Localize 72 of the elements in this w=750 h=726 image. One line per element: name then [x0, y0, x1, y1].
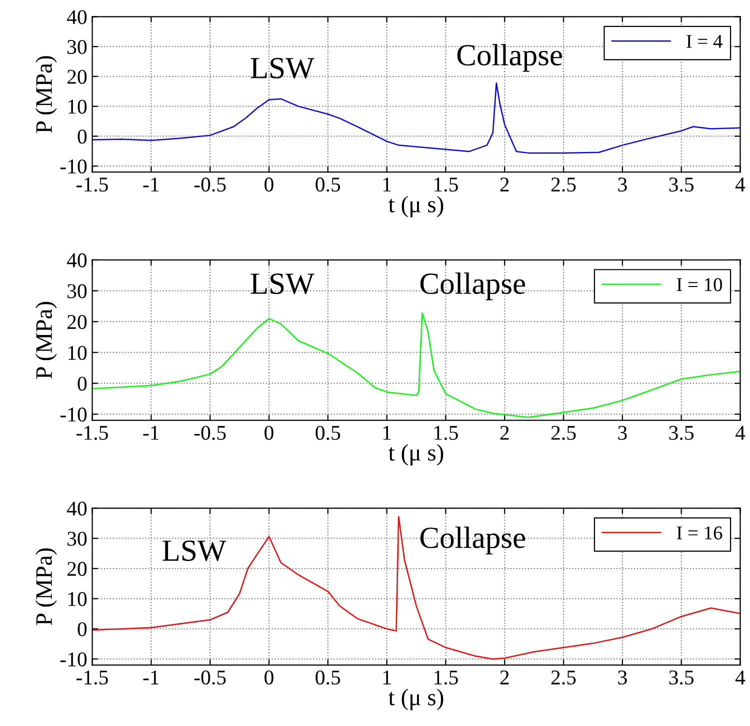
legend-label: I = 10 — [676, 278, 722, 292]
annotation: LSW — [162, 540, 226, 562]
y-tick-label: 20 — [67, 314, 87, 330]
y-tick-label: 10 — [68, 592, 87, 606]
x-tick-label: 2 — [500, 670, 509, 684]
x-tick-label: 0 — [264, 178, 274, 192]
legend-label: I = 4 — [686, 35, 722, 48]
y-axis-title: P (MPa) — [35, 56, 57, 133]
annotation: LSW — [250, 58, 314, 79]
y-tick-label: 30 — [68, 40, 87, 54]
x-tick-label: -1.5 — [76, 670, 108, 685]
x-tick-label: 0.5 — [316, 670, 340, 685]
x-tick-label: -1.5 — [76, 426, 108, 440]
y-tick-label: 30 — [68, 532, 87, 546]
x-tick-label: 3.5 — [669, 670, 694, 685]
y-tick-label: 0 — [78, 130, 87, 144]
x-tick-label: 4 — [735, 426, 746, 440]
x-tick-label: 1 — [383, 426, 391, 440]
y-tick-label: 0 — [78, 622, 87, 636]
x-tick-label: 1 — [383, 178, 391, 192]
y-tick-label: 20 — [67, 562, 87, 576]
x-tick-label: -1 — [143, 670, 159, 684]
x-tick-label: 4 — [735, 670, 746, 684]
x-tick-label: -0.5 — [194, 178, 226, 192]
x-tick-label: 2.5 — [551, 426, 576, 440]
x-tick-label: 2 — [500, 178, 509, 192]
y-tick-label: 30 — [68, 284, 87, 298]
y-tick-label: 0 — [78, 376, 87, 391]
x-tick-label: 3 — [618, 426, 627, 440]
x-tick-label: 3 — [618, 178, 627, 192]
x-tick-label: 2 — [500, 426, 509, 440]
x-tick-label: 1.5 — [434, 670, 458, 685]
x-tick-label: 0 — [264, 670, 274, 685]
line-series — [92, 82, 740, 154]
x-tick-label: 4 — [735, 178, 746, 192]
y-axis-title: P (MPa) — [35, 302, 57, 379]
y-tick-label: 40 — [66, 10, 87, 24]
x-tick-label: 1 — [383, 670, 391, 684]
x-axis-title: t (μ s) — [388, 688, 444, 710]
x-tick-label: 0.5 — [316, 426, 340, 440]
y-tick-label: -10 — [60, 408, 87, 422]
y-axis-title: P (MPa) — [35, 548, 57, 626]
line-series — [92, 516, 740, 660]
y-tick-label: 40 — [66, 253, 87, 268]
x-tick-label: 2.5 — [551, 178, 576, 192]
annotation: LSW — [250, 273, 314, 294]
annotation: Collapse — [420, 272, 526, 300]
y-tick-label: -10 — [60, 652, 87, 666]
y-tick-label: 20 — [67, 70, 87, 84]
x-tick-label: -1 — [143, 426, 159, 440]
annotation: Collapse — [457, 44, 562, 72]
x-tick-label: 3.5 — [669, 426, 694, 440]
y-tick-label: 10 — [68, 346, 87, 360]
x-tick-label: -0.5 — [194, 426, 226, 440]
y-tick-label: -10 — [60, 159, 87, 174]
annotation: Collapse — [420, 526, 526, 554]
x-tick-label: 1.5 — [434, 426, 458, 440]
y-tick-label: 40 — [66, 502, 87, 516]
x-tick-label: 0 — [264, 426, 274, 440]
legend-label: I = 16 — [676, 526, 722, 540]
x-tick-label: -1.5 — [76, 178, 108, 192]
line-series — [92, 312, 740, 418]
x-tick-label: 3 — [618, 670, 627, 685]
x-tick-label: 0.5 — [316, 178, 340, 192]
x-tick-label: 3.5 — [669, 178, 694, 192]
x-axis-title: t (μ s) — [388, 444, 444, 466]
y-tick-label: 10 — [68, 100, 87, 114]
x-tick-label: 2.5 — [551, 670, 576, 685]
x-tick-label: 1.5 — [434, 178, 458, 192]
x-axis-title: t (μ s) — [388, 196, 444, 218]
x-tick-label: -1 — [143, 178, 159, 192]
x-tick-label: -0.5 — [194, 670, 226, 685]
